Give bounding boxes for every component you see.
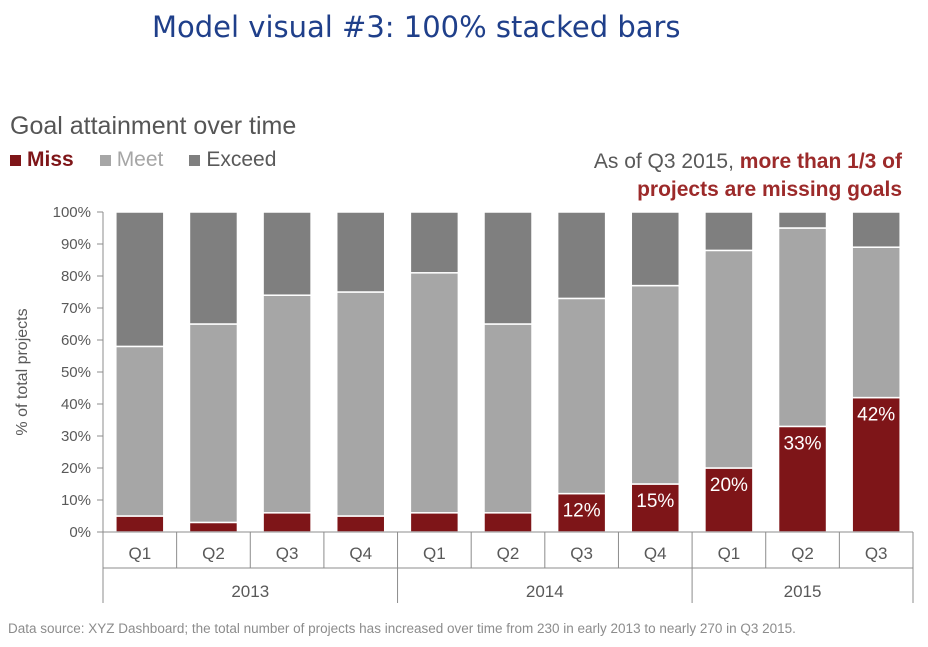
legend-swatch-meet [99, 154, 111, 166]
x-tick-label: Q4 [644, 544, 667, 563]
bar-segment-meet [556, 297, 607, 495]
bar-segment-exceed [188, 211, 239, 325]
y-tick-label: 0% [69, 524, 91, 541]
bar-segment-miss [115, 515, 165, 533]
y-axis-label: % of total projects [14, 308, 31, 435]
bar-segment-exceed [630, 211, 681, 287]
legend-item-exceed: Exceed [189, 148, 276, 172]
legend: Miss Meet Exceed [10, 148, 276, 172]
callout-text: As of Q3 2015, [593, 150, 740, 173]
x-tick-label: Q3 [276, 544, 299, 563]
x-tick-label: Q2 [791, 544, 814, 563]
x-tick-label: Q3 [570, 544, 593, 563]
y-tick-label: 100% [53, 204, 91, 221]
bar-segment-miss [262, 512, 312, 533]
legend-swatch-miss [10, 154, 21, 166]
bar-segment-meet [630, 284, 681, 485]
bar-data-label: 33% [784, 433, 822, 454]
callout-emphasis-2: projects are missing goals [637, 178, 902, 201]
source-note: Data source: XYZ Dashboard; the total nu… [8, 621, 796, 636]
y-tick-label: 10% [61, 492, 91, 509]
bar-segment-meet [409, 272, 460, 514]
x-tick-label: Q2 [497, 544, 520, 563]
bar-data-label: 42% [857, 405, 895, 426]
y-tick-label: 90% [61, 236, 91, 253]
y-tick-label: 20% [61, 460, 91, 477]
bar-segment-miss [335, 515, 386, 533]
bar-segment-meet [777, 227, 828, 428]
bar-segment-exceed [115, 211, 165, 348]
bar-segment-miss [188, 521, 239, 533]
callout-line-1: As of Q3 2015, more than 1/3 of [594, 148, 902, 176]
legend-label-meet: Meet [116, 148, 164, 171]
bar-segment-miss [556, 492, 607, 533]
bar-segment-exceed [335, 211, 386, 293]
slide-title: Model visual #3: 100% stacked bars [152, 10, 681, 44]
bar-segment-meet [483, 323, 533, 514]
bar-segment-exceed [851, 211, 901, 248]
bar-segment-meet [262, 294, 312, 514]
legend-label-miss: Miss [27, 148, 74, 171]
x-group-label: 2014 [526, 582, 564, 601]
callout: As of Q3 2015, more than 1/3 of projects… [594, 148, 902, 204]
x-tick-label: Q1 [423, 544, 446, 563]
callout-emphasis-1: more than 1/3 of [739, 150, 902, 173]
bar-segment-meet [335, 291, 386, 517]
bar-segment-miss [851, 396, 901, 533]
y-tick-label: 50% [61, 364, 91, 381]
chart-title: Goal attainment over time [10, 112, 297, 140]
x-tick-label: Q2 [202, 544, 225, 563]
y-tick-label: 60% [61, 332, 91, 349]
x-group-label: 2013 [231, 582, 269, 601]
bar-segment-exceed [556, 211, 607, 300]
x-tick-label: Q3 [865, 544, 888, 563]
y-tick-label: 30% [61, 428, 91, 445]
y-tick-label: 40% [61, 396, 91, 413]
y-tick-label: 70% [61, 300, 91, 317]
legend-label-exceed: Exceed [206, 148, 277, 171]
x-group-label: 2015 [784, 582, 822, 601]
bar-segment-exceed [409, 211, 460, 274]
legend-item-meet: Meet [99, 148, 164, 172]
legend-swatch-exceed [189, 154, 201, 166]
legend-item-miss: Miss [10, 148, 74, 172]
bar-segment-meet [115, 345, 165, 517]
bar-segment-exceed [262, 211, 312, 296]
bar-segment-exceed [483, 211, 533, 325]
y-tick-label: 80% [61, 268, 91, 285]
bar-data-label: 15% [636, 491, 674, 512]
bar-segment-meet [851, 246, 901, 399]
bar-segment-miss [409, 512, 460, 533]
x-tick-label: Q1 [128, 544, 151, 563]
x-tick-label: Q1 [718, 544, 741, 563]
bar-segment-meet [188, 323, 239, 524]
bar-segment-miss [483, 512, 533, 533]
bar-segment-exceed [704, 211, 754, 252]
bar-segment-meet [704, 249, 754, 469]
bar-data-label: 20% [710, 475, 748, 496]
bar-data-label: 12% [563, 501, 601, 522]
x-tick-label: Q4 [349, 544, 372, 563]
bar-segment-exceed [777, 211, 828, 229]
callout-line-2: projects are missing goals [594, 176, 902, 204]
